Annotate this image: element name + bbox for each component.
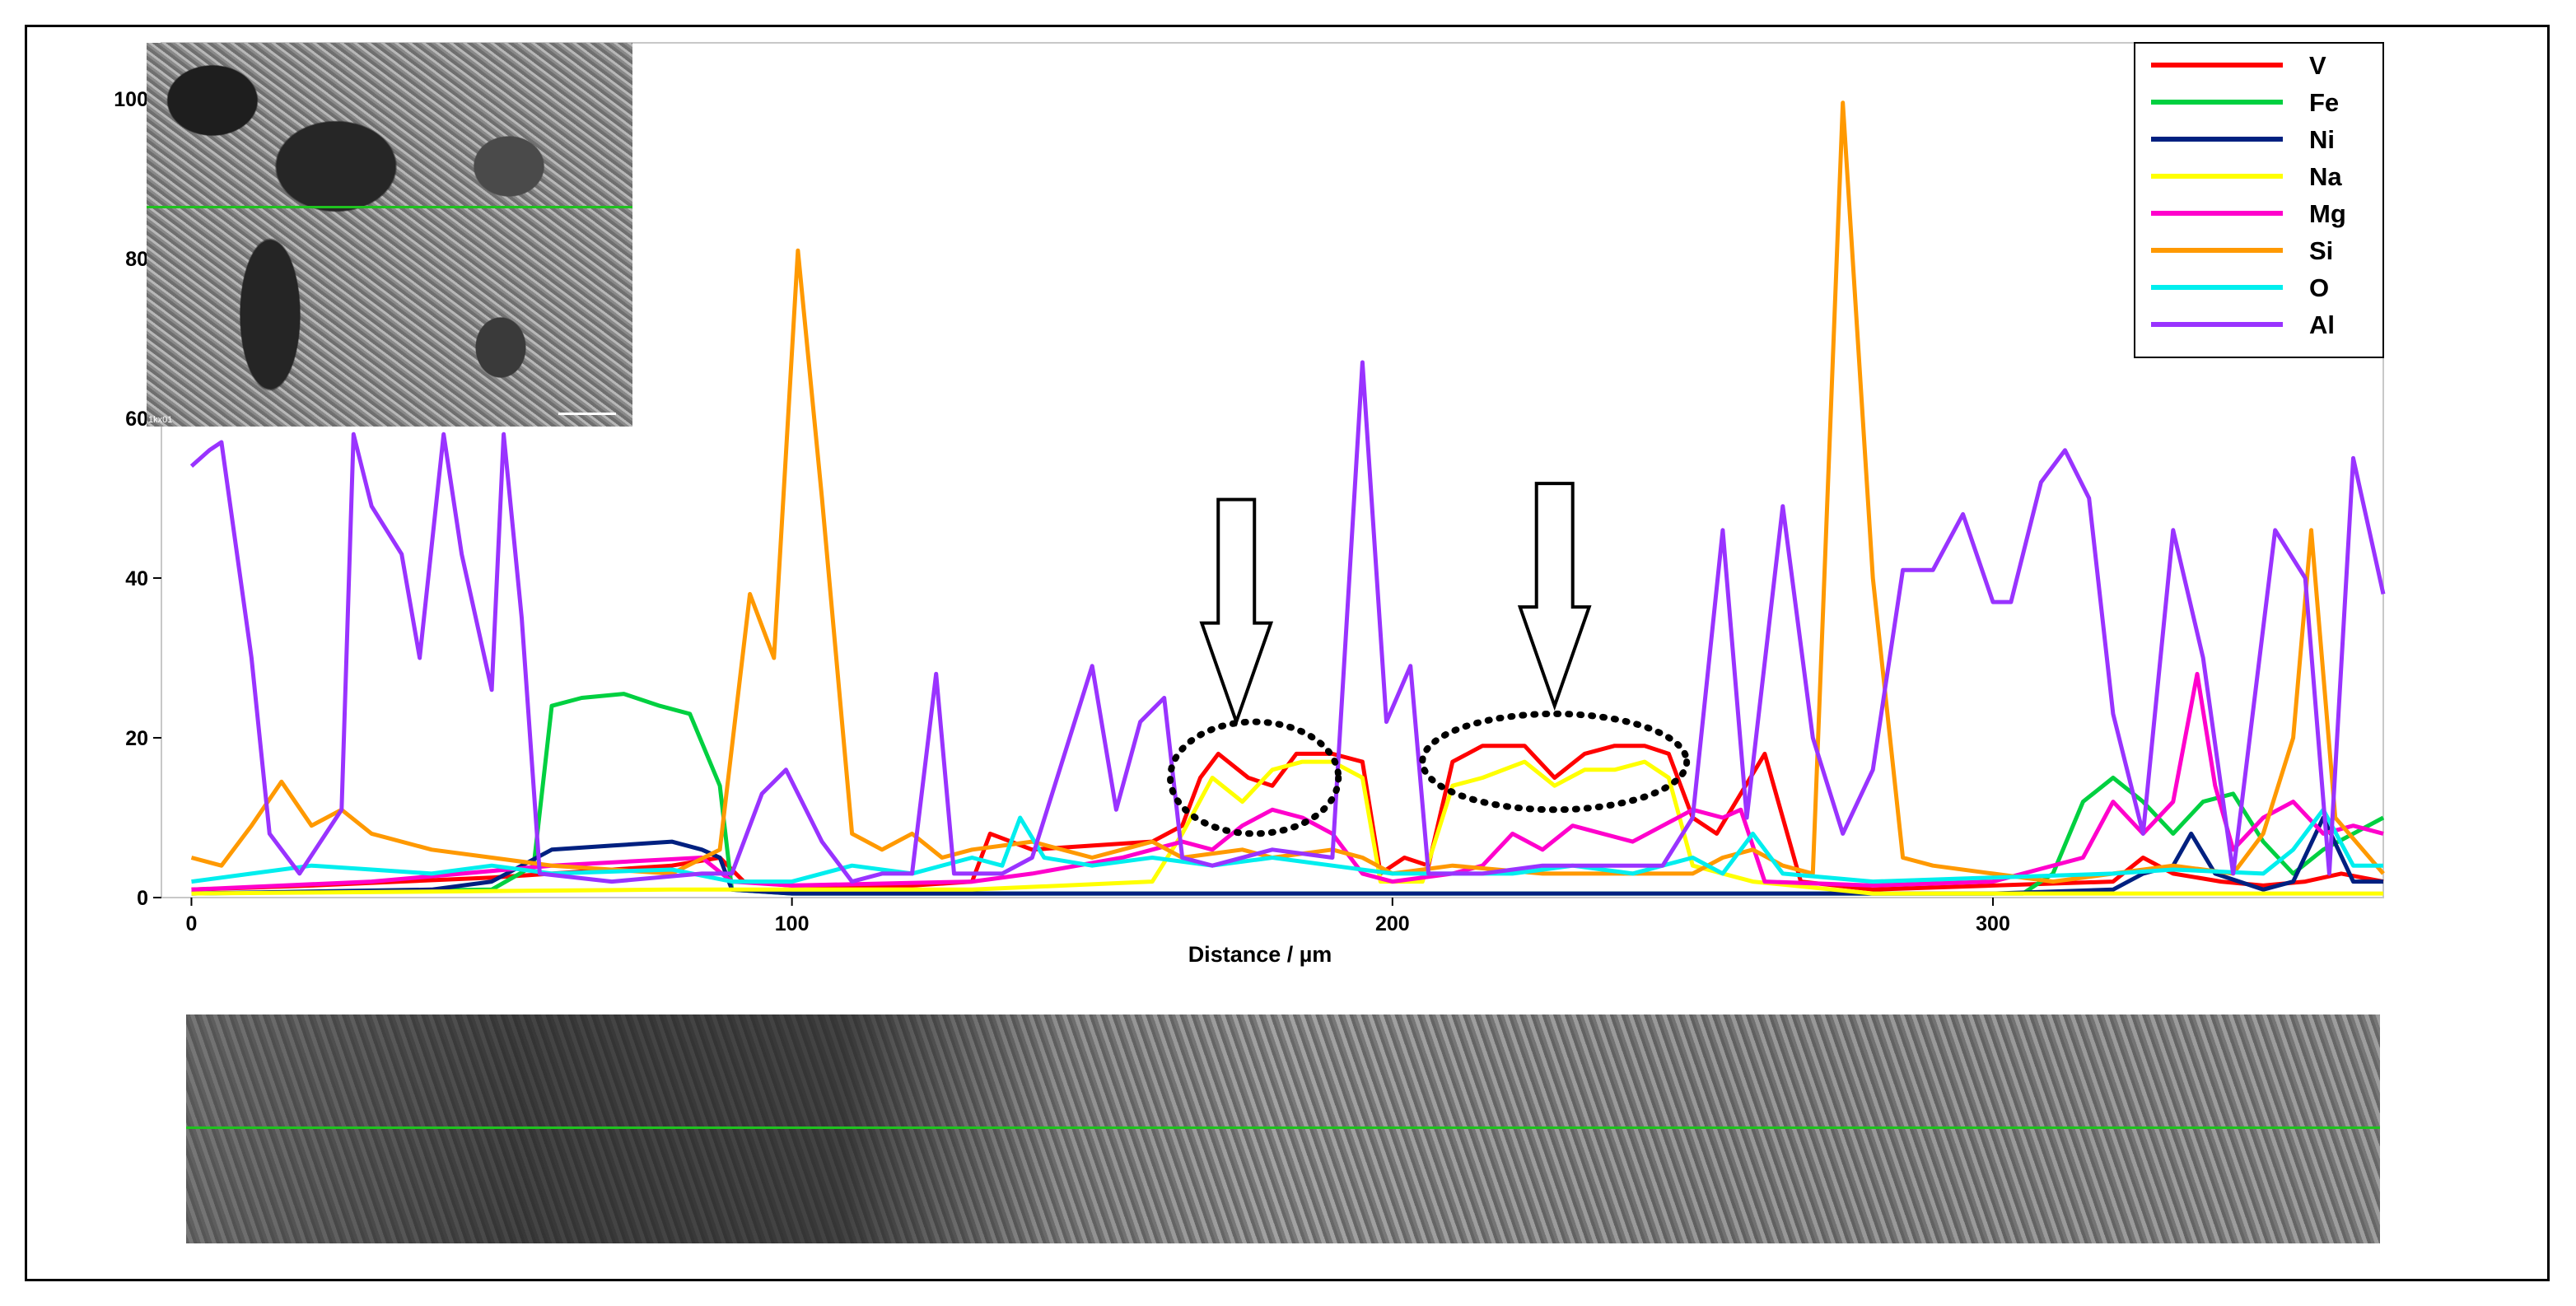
x-tick-label: 300 [1976, 912, 2010, 935]
legend-label: V [2309, 51, 2326, 80]
series-lines [189, 100, 2386, 896]
plot-area [161, 42, 2384, 898]
x-axis-title: Distance / µm [1188, 942, 1332, 967]
series-line-o [191, 807, 2383, 884]
down-arrow [1199, 497, 1274, 727]
legend-label: O [2309, 273, 2329, 302]
annotations [1167, 482, 1691, 837]
y-tick-label: 0 [137, 887, 148, 910]
scale-bar [558, 413, 616, 415]
series-line-na [191, 759, 2383, 896]
series-line-al [189, 360, 2386, 884]
y-tick-label: 100 [114, 88, 148, 111]
down-arrow [1517, 482, 1592, 711]
sem-inset-image: 1kx01 [147, 43, 632, 427]
x-tick-label: 100 [775, 912, 810, 935]
scan-line-strip [186, 1126, 2380, 1129]
y-tick-label: 60 [125, 408, 148, 431]
dotted-ellipse [1419, 710, 1691, 814]
y-tick-label: 40 [125, 567, 148, 590]
legend-label: Al [2309, 310, 2335, 339]
legend: V Fe Ni Na Mg Si O Al [2134, 42, 2384, 358]
legend-label: Mg [2309, 199, 2346, 228]
figure-frame [25, 25, 2550, 1281]
x-tick-label: 0 [186, 912, 198, 935]
axes: 0 20 40 60 80 100 0 100 200 300 [114, 88, 2010, 935]
scan-line-inset [147, 206, 632, 208]
legend-label: Na [2309, 162, 2342, 191]
legend-box [2134, 42, 2384, 358]
series-line-ni [191, 815, 2383, 896]
dotted-ellipse [1167, 718, 1342, 837]
series-line-mg [191, 671, 2384, 892]
x-tick-label: 200 [1375, 912, 1410, 935]
legend-label: Fe [2309, 88, 2339, 117]
sem-line-scan-strip [186, 1014, 2380, 1243]
y-tick-label: 20 [125, 727, 148, 750]
legend-label: Si [2309, 236, 2333, 265]
sem-inset-caption: 1kx01 [148, 415, 173, 425]
legend-label: Ni [2309, 125, 2335, 154]
y-tick-label: 80 [125, 248, 148, 271]
